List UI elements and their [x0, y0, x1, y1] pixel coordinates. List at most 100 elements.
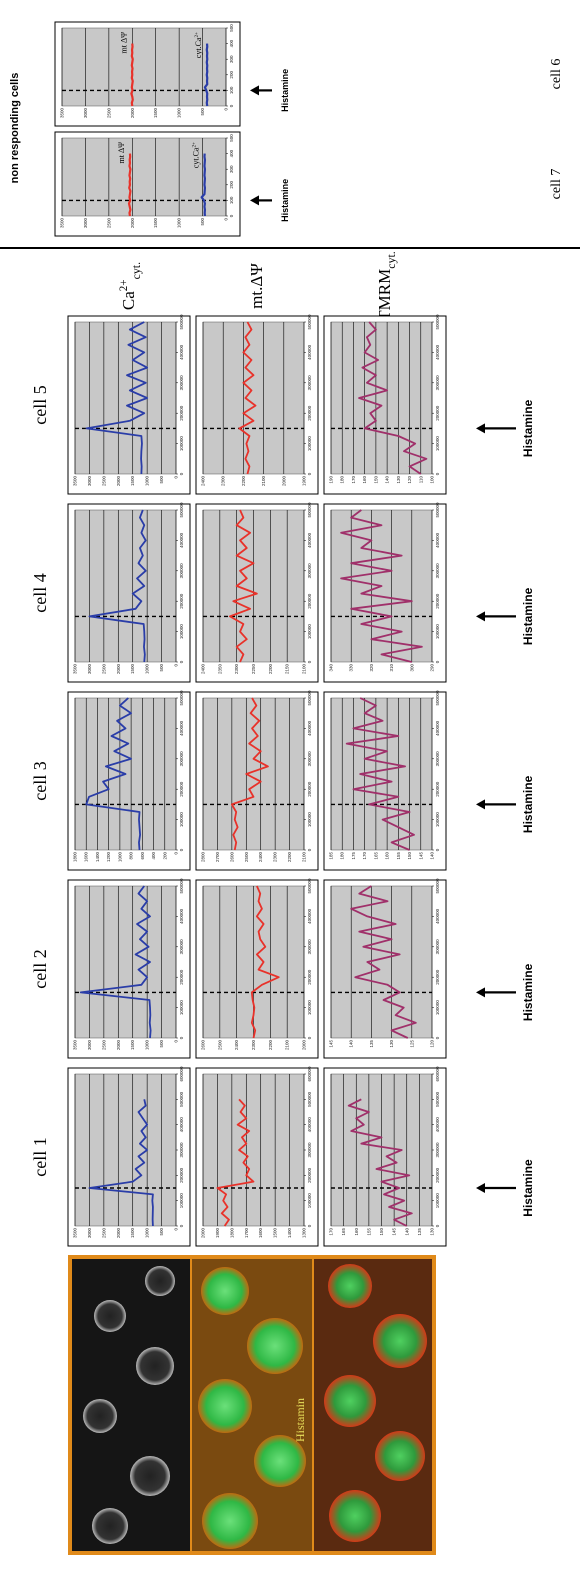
y-tick-label: 130 — [430, 1228, 435, 1236]
row-label-sub: cyt. — [129, 262, 143, 280]
x-tick-label: 100000 — [435, 1193, 440, 1209]
y-tick-label: 1400 — [287, 1228, 292, 1239]
y-tick-label: 165 — [373, 852, 378, 860]
y-tick-label: 100 — [430, 476, 435, 484]
y-tick-label: 330 — [349, 664, 354, 672]
y-tick-label: 110 — [418, 476, 423, 484]
y-tick-label: 3000 — [83, 218, 88, 229]
y-tick-label: 1300 — [302, 1228, 307, 1239]
y-tick-label: 2800 — [201, 852, 206, 863]
x-tick-label: 200000 — [435, 781, 440, 797]
y-tick-label: 2600 — [229, 852, 234, 863]
y-tick-label: 1000 — [145, 1228, 150, 1239]
x-tick-label: 400000 — [307, 720, 312, 736]
stimulus-label: Histamine — [521, 963, 535, 1021]
y-tick-label: 2400 — [201, 476, 206, 487]
x-tick-label: 200000 — [307, 1167, 312, 1183]
x-tick-label: 400000 — [307, 532, 312, 548]
x-tick-label: 200000 — [307, 593, 312, 609]
y-tick-label: 500 — [200, 108, 205, 116]
y-tick-label: 2500 — [106, 108, 111, 119]
x-tick-label: 500000 — [307, 878, 312, 894]
y-tick-label: 2600 — [201, 1040, 206, 1051]
y-tick-label: 600 — [140, 852, 145, 860]
x-tick-label: 400000 — [179, 908, 184, 924]
x-tick-label: 100000 — [307, 812, 312, 828]
y-tick-label: 2000 — [130, 218, 135, 229]
y-tick-label: 130 — [389, 1040, 394, 1048]
x-tick-label: 100 — [229, 196, 234, 204]
data-line — [129, 154, 130, 216]
y-tick-label: 2500 — [101, 664, 106, 675]
plot-area — [75, 510, 176, 662]
arrow-head — [250, 195, 259, 205]
y-tick-label: 1200 — [106, 852, 111, 863]
y-tick-label: 2000 — [281, 476, 286, 487]
cell-label: cell 6 — [549, 59, 564, 90]
x-tick-label: 600000 — [307, 1066, 312, 1082]
y-tick-label: 190 — [329, 476, 334, 484]
x-tick-label: 300000 — [435, 751, 440, 767]
y-tick-label: 2000 — [116, 1228, 121, 1239]
y-tick-label: 175 — [351, 852, 356, 860]
x-tick-label: 200000 — [179, 781, 184, 797]
y-tick-label: 180 — [340, 852, 345, 860]
y-tick-label: 3500 — [60, 218, 65, 229]
y-tick-label: 1600 — [84, 852, 89, 863]
y-tick-label: 135 — [417, 1228, 422, 1236]
x-tick-label: 200000 — [179, 1167, 184, 1183]
non-responding-title: non responding cells — [9, 73, 21, 184]
x-tick-label: 500000 — [435, 878, 440, 894]
x-tick-label: 300 — [229, 165, 234, 173]
y-tick-label: 1500 — [130, 1228, 135, 1239]
x-tick-label: 400000 — [179, 344, 184, 360]
y-tick-label: 3000 — [87, 1228, 92, 1239]
x-tick-label: 200000 — [307, 405, 312, 421]
x-tick-label: 300000 — [307, 751, 312, 767]
y-tick-label: 1000 — [177, 218, 182, 229]
row-label-sub: cyt. — [384, 251, 398, 269]
y-tick-label: 500 — [200, 218, 205, 226]
y-tick-label: 500 — [159, 476, 164, 484]
x-tick-label: 200 — [229, 71, 234, 79]
plot-area — [331, 886, 432, 1038]
y-tick-label: 300 — [409, 664, 414, 672]
plot-area — [203, 698, 304, 850]
y-tick-label: 160 — [362, 476, 367, 484]
y-tick-label: 2200 — [268, 1040, 273, 1051]
x-tick-label: 100 — [229, 86, 234, 94]
y-tick-label: 2500 — [101, 476, 106, 487]
y-tick-label: 2500 — [244, 852, 249, 863]
y-tick-label: 140 — [430, 852, 435, 860]
y-tick-label: 1000 — [177, 108, 182, 119]
y-tick-label: 2300 — [273, 852, 278, 863]
x-tick-label: 600000 — [179, 1066, 184, 1082]
y-tick-label: 2000 — [116, 1040, 121, 1051]
x-tick-label: 500000 — [307, 690, 312, 706]
y-tick-label: 1000 — [145, 1040, 150, 1051]
y-tick-label: 500 — [159, 664, 164, 672]
x-tick-label: 100000 — [179, 624, 184, 640]
row-label: mt.ΔΨ — [247, 263, 266, 309]
stimulus-label: Histamine — [521, 1159, 535, 1217]
x-tick-label: 200000 — [179, 405, 184, 421]
cell-label: cell 4 — [30, 573, 50, 612]
x-tick-label: 400000 — [435, 720, 440, 736]
arrow-head — [250, 85, 259, 95]
x-tick-label: 200000 — [179, 969, 184, 985]
y-tick-label: 1600 — [258, 1228, 263, 1239]
x-tick-label: 200000 — [307, 781, 312, 797]
y-tick-label: 150 — [407, 852, 412, 860]
cell-label: cell 7 — [549, 169, 564, 200]
y-tick-label: 120 — [430, 1040, 435, 1048]
y-tick-label: 500 — [159, 1040, 164, 1048]
x-tick-label: 300000 — [435, 1142, 440, 1158]
cell-label: cell 3 — [30, 761, 50, 800]
y-tick-label: 2200 — [287, 852, 292, 863]
row-label-text: mt.ΔΨ — [247, 263, 266, 309]
y-tick-label: 1500 — [130, 664, 135, 675]
arrow-head — [476, 987, 485, 997]
y-tick-label: 1800 — [73, 852, 78, 863]
x-tick-label: 100000 — [179, 436, 184, 452]
y-tick-label: 145 — [418, 852, 423, 860]
